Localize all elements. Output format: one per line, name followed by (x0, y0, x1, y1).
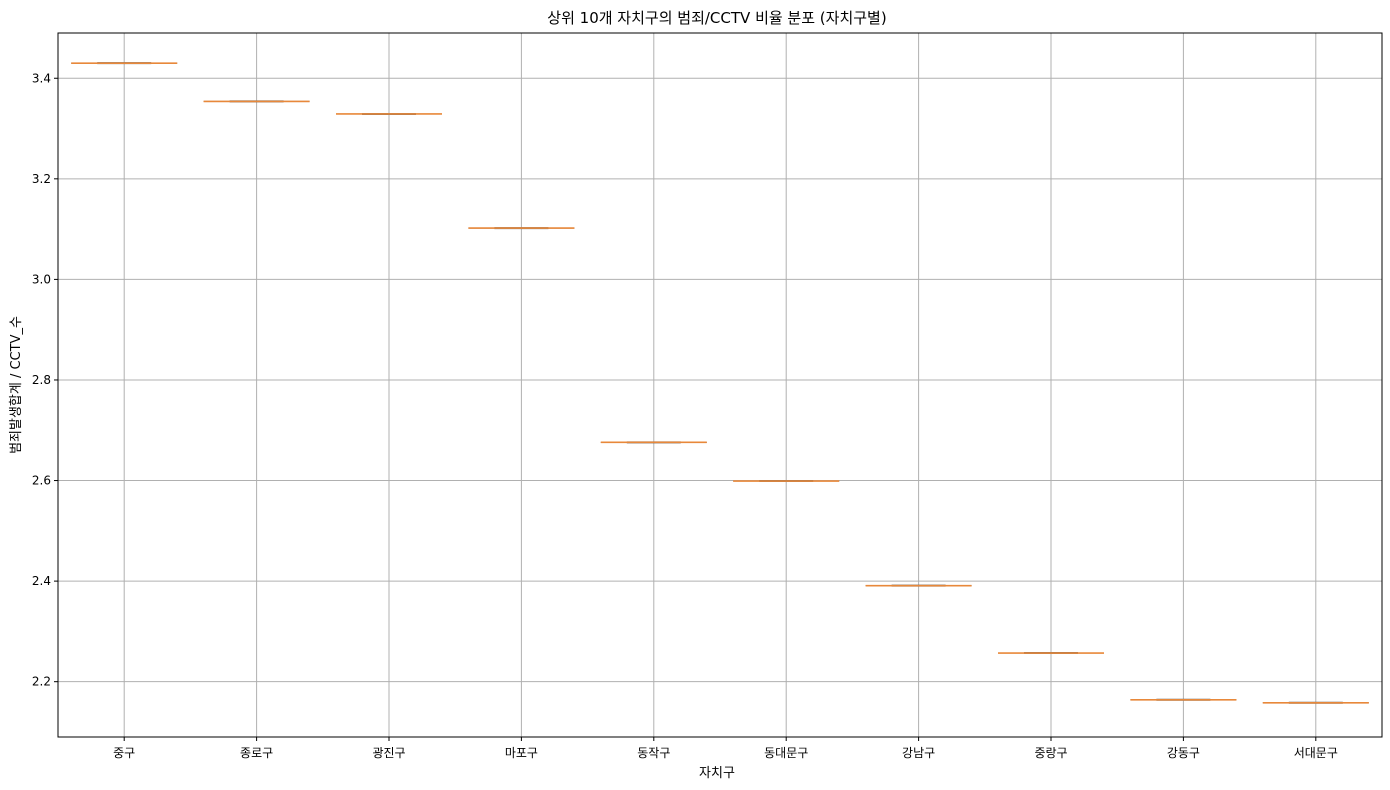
x-tick-label: 중구 (113, 746, 135, 760)
x-tick-label: 중랑구 (1034, 746, 1067, 760)
x-tick-label: 종로구 (240, 746, 273, 760)
x-tick-label: 강동구 (1167, 746, 1200, 760)
axis-ticks: 2.2 2.4 2.6 2.8 3.0 3.2 3.4 중구 종로구 광진구 마포구 동작구 동대문구 강… (32, 71, 1338, 760)
x-tick-label: 강남구 (902, 746, 935, 760)
y-tick-label: 3.0 (32, 272, 51, 286)
y-tick-label: 2.4 (32, 574, 51, 588)
chart-title: 상위 10개 자치구의 범죄/CCTV 비율 분포 (자치구별) (547, 9, 886, 27)
x-tick-label: 광진구 (372, 746, 405, 760)
x-tick-label: 마포구 (505, 746, 538, 760)
x-tick-label: 동대문구 (764, 746, 808, 760)
x-tick-label: 서대문구 (1294, 746, 1338, 760)
y-tick-label: 2.8 (32, 373, 51, 387)
plot-area-frame (57, 32, 1383, 738)
y-axis-label: 범죄발생합계 / CCTV_수 (9, 316, 24, 454)
y-tick-label: 2.6 (32, 474, 51, 488)
x-tick-label: 동작구 (637, 746, 670, 760)
y-tick-label: 2.2 (32, 675, 51, 689)
boxes (71, 62, 1369, 704)
grid (58, 33, 1382, 737)
x-axis-label: 자치구 (699, 766, 735, 781)
y-tick-label: 3.2 (32, 172, 51, 186)
y-tick-label: 3.4 (32, 71, 51, 85)
